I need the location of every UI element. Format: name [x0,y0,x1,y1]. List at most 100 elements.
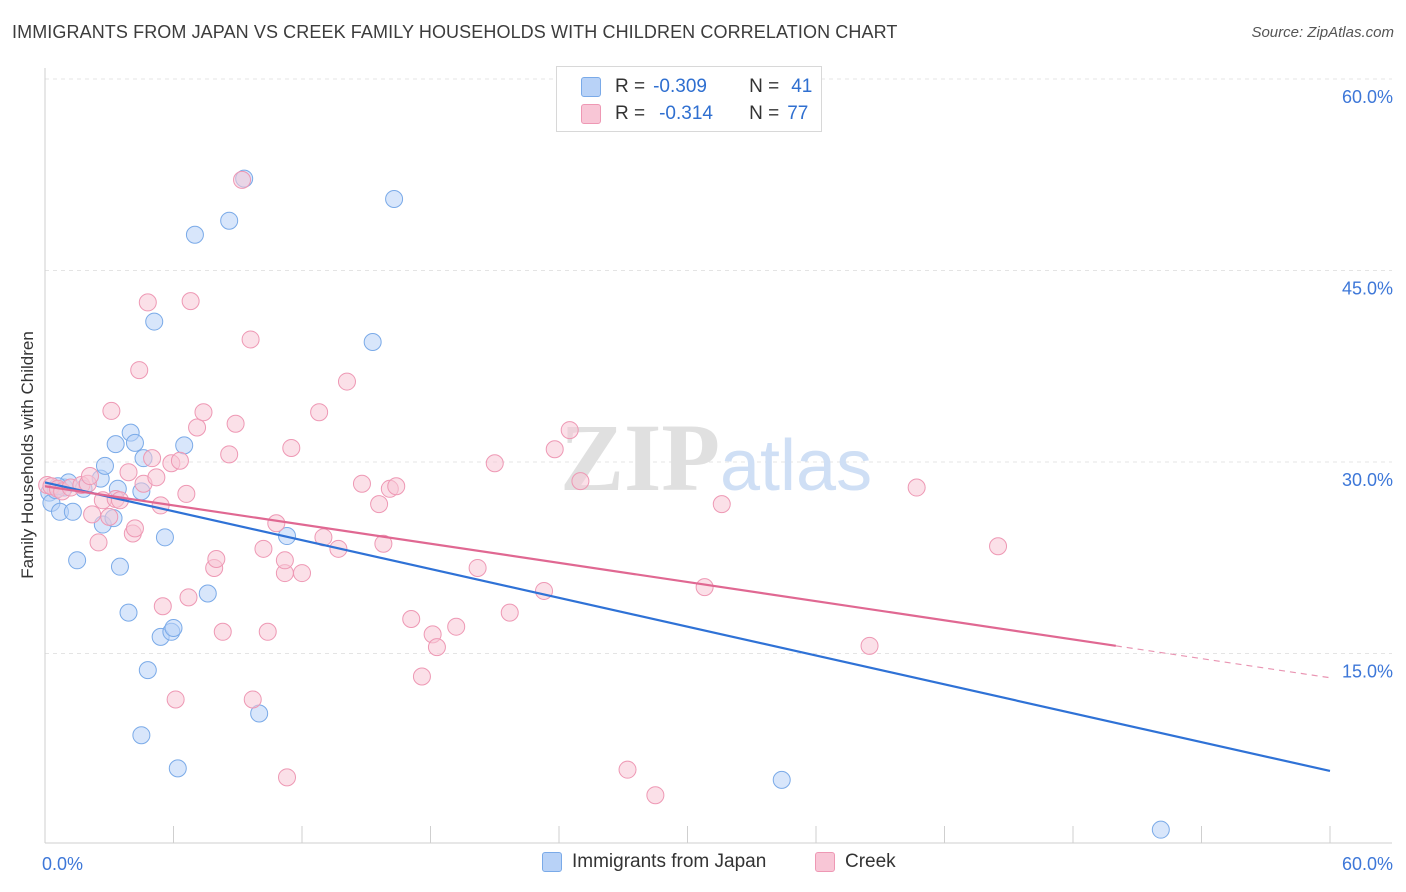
creek-point [352,474,371,493]
creek-point [712,495,731,514]
y-tick-label: 60.0% [1342,87,1393,107]
source-label: Source: ZipAtlas.com [1251,24,1394,41]
creek-point [220,445,239,464]
creek-point [618,760,637,779]
creek-point [387,477,406,496]
creek-point [207,550,226,569]
creek-point [374,534,393,553]
japan-point [63,502,82,521]
stats-legend: R = -0.309 N = 41 R = -0.314 N = 77 [556,66,822,132]
creek-point [179,588,198,607]
creek-point [500,603,519,622]
creek-legend-swatch [815,852,835,872]
creek-point [147,468,166,487]
japan-swatch [581,77,601,97]
creek-point [646,786,665,805]
creek-point [125,519,144,538]
japan-point [168,759,187,778]
creek-point [560,421,579,440]
creek-point [138,293,157,312]
creek-point [412,667,431,686]
axes [44,68,1392,844]
creek-point [402,610,421,629]
japan-legend-swatch [542,852,562,872]
japan-point [110,557,129,576]
trend-lines [44,481,1331,773]
y-tick-label: 45.0% [1342,279,1393,299]
japan-point [164,618,183,637]
japan-point [119,603,138,622]
japan-point [363,332,382,351]
creek-legend-label: Creek [845,851,896,872]
japan-point [220,211,239,230]
grid-lines [45,78,1392,654]
creek-trend-extension [1115,645,1331,679]
japan-point [95,456,114,475]
y-tick-label: 30.0% [1342,470,1393,490]
japan-point [198,584,217,603]
y-tick-label: 15.0% [1342,662,1393,682]
creek-point [177,484,196,503]
x-tick-label: 0.0% [42,854,83,874]
creek-point [275,551,294,570]
japan-point [125,433,144,452]
creek-point [80,467,99,486]
n-value: 77 [787,103,809,124]
japan-point [155,528,174,547]
japan-point [132,726,151,745]
japan-legend-label: Immigrants from Japan [572,851,767,872]
legend-item-creek: Creek [815,851,896,873]
creek-point [181,292,200,311]
japan-point [772,770,791,789]
watermark-zip: ZIP [560,404,720,511]
r-value: -0.314 [659,103,713,124]
creek-point [267,514,286,533]
japan-point [385,190,404,209]
creek-point [907,478,926,497]
creek-point [233,170,252,189]
n-label: N = [749,103,780,124]
creek-point [468,558,487,577]
creek-point [310,403,329,422]
creek-point [695,578,714,597]
creek-point [293,564,311,583]
r-label: R = [615,103,646,124]
creek-point [143,449,162,468]
japan-point [138,661,157,680]
creek-point [130,361,149,380]
n-label: N = [749,76,780,97]
creek-point [243,690,262,709]
creek-point [102,401,121,420]
stats-row-japan: R = -0.309 N = 41 [581,75,812,99]
creek-point [989,537,1008,556]
creek-point [170,451,189,470]
creek-point [226,414,245,433]
japan-trend-line [44,481,1331,773]
creek-point [447,617,466,636]
creek-point [337,372,356,391]
creek-point [166,690,185,709]
series-creek [38,170,1008,805]
r-label: R = [615,76,646,97]
creek-point [83,505,102,524]
tick-labels: 15.0% 30.0% 45.0% 60.0% 0.0% 60.0% [42,87,1393,874]
creek-point [194,403,213,422]
creek-point [188,418,207,437]
creek-point [545,440,564,459]
n-value: 41 [791,76,813,97]
japan-point [145,312,164,331]
creek-point [860,636,879,655]
creek-swatch [581,104,601,124]
creek-trend-line [44,485,1116,647]
creek-point [485,454,504,473]
watermark: ZIP atlas [560,404,872,511]
y-axis-label: Family Households with Children [18,331,37,579]
japan-point [68,551,87,570]
creek-point [213,622,232,641]
creek-point [153,597,172,616]
creek-point [258,622,277,641]
creek-point [370,495,389,514]
creek-point [571,472,590,491]
japan-point [175,436,194,455]
